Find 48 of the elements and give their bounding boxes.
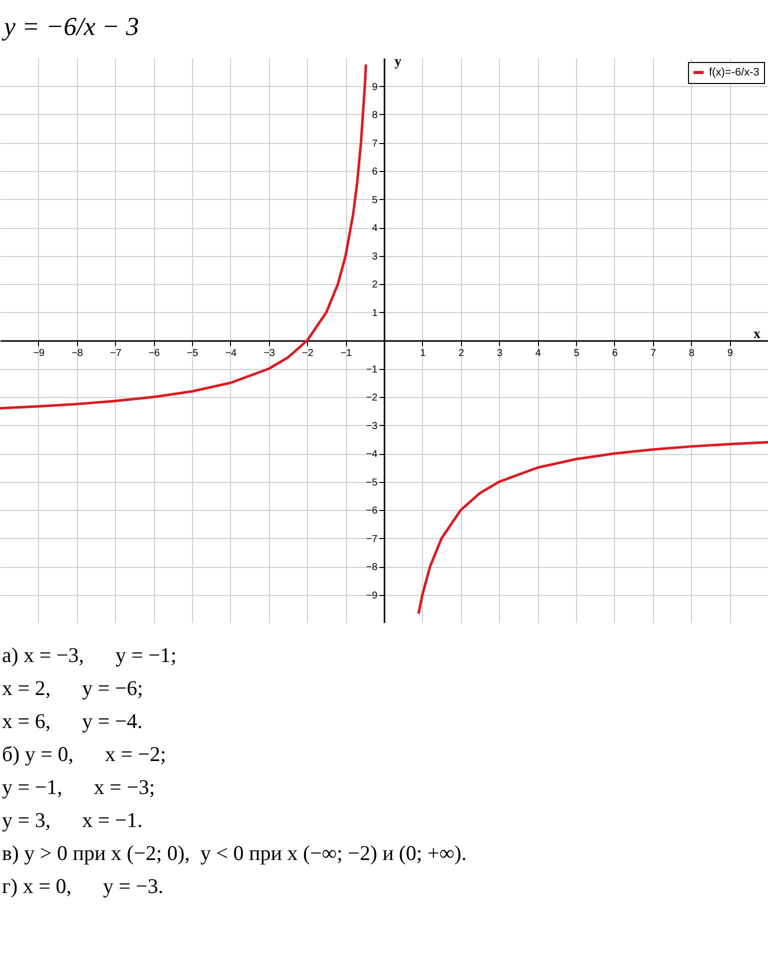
x-tick-label: 6 — [612, 348, 618, 359]
text: y = −1, x = −3; — [1, 774, 156, 801]
x-tick-label: −7 — [110, 348, 122, 359]
x-tick-label: 9 — [727, 348, 734, 359]
y-tick-label: 7 — [372, 138, 378, 150]
y-tick-label: 3 — [372, 251, 378, 262]
x-tick-label: −5 — [186, 348, 199, 359]
x-tick-label: −2 — [302, 348, 314, 359]
y-tick-label: −4 — [366, 449, 378, 460]
legend-label: f(x)=-6/x-3 — [709, 66, 760, 78]
x-tick-label: −3 — [264, 348, 276, 359]
x-tick-label: 5 — [574, 348, 580, 359]
y-tick-label: −9 — [366, 590, 378, 602]
text: x = 2, y = −6; — [1, 675, 144, 702]
x-tick-label: −6 — [148, 348, 160, 359]
y-tick-label: 5 — [372, 194, 378, 206]
text: б) y = 0, x = −2; — [1, 741, 168, 768]
x-tick-label: 1 — [420, 348, 426, 359]
text: y = 3, x = −1. — [1, 807, 144, 834]
x-tick-label: 4 — [535, 348, 542, 359]
y-tick-label: 8 — [372, 110, 378, 121]
y-tick-label: 1 — [372, 308, 378, 319]
y-tick-label: 4 — [372, 223, 378, 234]
x-tick-label: −4 — [225, 348, 238, 359]
text: а) x = −3, y = −1; — [1, 642, 178, 669]
y-tick-label: −2 — [366, 392, 378, 404]
y-tick-label: −8 — [366, 562, 378, 573]
x-tick-label: 8 — [688, 348, 695, 359]
x-tick-label: −9 — [33, 348, 46, 359]
y-tick-label: −5 — [366, 477, 378, 488]
y-tick-label: 2 — [372, 280, 378, 290]
y-tick-label: −7 — [366, 534, 378, 545]
x-tick-label: −1 — [340, 348, 352, 359]
x-tick-label: 7 — [650, 348, 657, 359]
x-tick-label: 2 — [458, 348, 465, 359]
y-tick-label: 6 — [372, 166, 378, 178]
chart-title: y = −6/x − 3 — [4, 12, 139, 41]
text: x = 6, y = −4. — [1, 708, 144, 735]
text: г) x = 0, y = −3. — [1, 873, 164, 900]
y-tick-label: 9 — [372, 82, 378, 93]
y-tick-label: −3 — [366, 420, 378, 432]
text: в) y > 0 при x (−2; 0), y < 0 при x (−∞; −2) и (0; +∞). — [1, 840, 468, 867]
x-tick-label: 3 — [496, 348, 503, 359]
y-axis-title: y — [394, 54, 402, 70]
x-tick-label: −8 — [72, 348, 84, 359]
x-axis-title: x — [754, 327, 760, 342]
y-tick-label: −1 — [366, 364, 378, 376]
y-tick-label: −6 — [366, 506, 378, 516]
